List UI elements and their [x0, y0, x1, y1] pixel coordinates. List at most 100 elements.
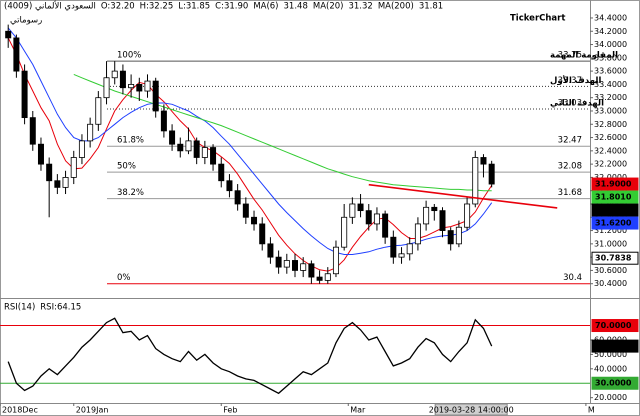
cursor-box [434, 403, 508, 416]
legend-name: MA(6) [253, 2, 278, 12]
candle-body [62, 177, 69, 188]
level-note: الهدف الثاني [550, 98, 604, 108]
legend-value: 31.48 [284, 2, 308, 12]
y-tick-label: 32.4000 [594, 146, 627, 155]
price-label: 31.9000 [595, 180, 632, 189]
price-label: 31.6200 [595, 219, 632, 228]
candle-body [488, 163, 495, 185]
candle-body [414, 223, 421, 245]
candle-body [5, 30, 12, 39]
y-tick-label: 40.0000 [594, 364, 627, 373]
cursor-label: 2019-03-28 14:00:00 [429, 406, 514, 415]
y-tick-label: 33.8000 [594, 53, 627, 62]
y-tick-label: 31.2000 [594, 226, 627, 235]
candle-body [382, 213, 389, 238]
y-tick-label: 34.4000 [594, 13, 627, 22]
price-label-box [591, 251, 639, 265]
legend-value: 31.32 [348, 2, 372, 12]
candle-body [464, 203, 471, 228]
legend-value: 31.81 [419, 2, 443, 12]
y-tick-label: 32.0000 [594, 173, 627, 182]
last-label: 55.7300 [595, 342, 632, 351]
y-tick-label: 32.8000 [594, 120, 627, 129]
level-ratio: 50% [117, 162, 136, 172]
level-value: 33.75 [558, 51, 582, 61]
y-tick-label: 30.4000 [594, 279, 627, 288]
candle-body [29, 117, 36, 145]
candle-body [308, 263, 315, 278]
candle-body [37, 143, 44, 165]
candle-body [357, 203, 364, 212]
level-value: 33.37 [558, 76, 582, 86]
candle-body [111, 70, 118, 79]
candle-body [480, 157, 487, 165]
candle-body [390, 236, 397, 258]
legend-name: MA(200) [378, 2, 414, 12]
ohlc: C:31.90 [215, 2, 248, 12]
candle-body [78, 140, 85, 158]
candle-body [201, 147, 208, 158]
price-label-box [591, 216, 639, 230]
level-value: 31.68 [558, 188, 582, 198]
ma-line [7, 37, 493, 272]
candle-body [373, 213, 380, 225]
rsi-line [7, 317, 493, 395]
candle-body [46, 163, 53, 182]
y-tick-label: 30.6000 [594, 266, 627, 275]
candle-body [87, 123, 94, 142]
candle-body [431, 206, 438, 212]
x-tick-label: Mar [350, 406, 366, 415]
price-label-box [591, 177, 639, 191]
candle-body [119, 70, 126, 89]
candle-body [54, 180, 61, 188]
candle-body [103, 77, 110, 99]
candle-body [160, 110, 167, 132]
watermark: رسوماتي [10, 16, 42, 26]
candle-body [283, 260, 290, 268]
level-label: 70.0000 [595, 321, 632, 330]
candle-body [439, 210, 446, 231]
symbol: (4009) السعودي الألماني [4, 1, 96, 12]
price-label-box [591, 190, 639, 204]
candle-body [185, 140, 192, 152]
y-tick-label: 33.0000 [594, 106, 627, 115]
candle-body [144, 80, 151, 92]
y-tick-label: 33.2000 [594, 93, 627, 102]
ma-line [73, 73, 492, 192]
candle-body [152, 80, 159, 112]
y-tick-label: 32.6000 [594, 133, 627, 142]
price-label-box [591, 203, 639, 217]
y-tick-label: 32.2000 [594, 160, 627, 169]
candle-body [455, 226, 462, 245]
indicator: RSI(14) [4, 303, 35, 313]
candle-body [365, 210, 372, 225]
trendline [368, 183, 558, 209]
candle-body [128, 84, 135, 89]
level-value: 30.4 [563, 273, 582, 283]
candle-body [70, 157, 77, 178]
level-ratio: 38.2% [117, 188, 144, 198]
x-tick-label: 2018Dec [2, 406, 38, 415]
ohlc: H:32.25 [140, 2, 174, 12]
candle-body [349, 203, 356, 218]
candle-body [291, 260, 298, 271]
candle-body [251, 216, 258, 225]
level-label-box [591, 319, 639, 333]
candle-body [275, 256, 282, 268]
y-tick-label: 50.0000 [594, 350, 627, 359]
y-tick-label: 33.4000 [594, 80, 627, 89]
candle-body [177, 143, 184, 152]
header-bg [1, 1, 441, 12]
candle-body [300, 263, 307, 271]
candle-body [95, 97, 102, 125]
candle-body [267, 243, 274, 258]
candle-body [218, 163, 225, 182]
level-value: 33.03 [558, 98, 582, 108]
candle-body [242, 203, 249, 218]
candle-body [193, 140, 200, 158]
x-tick-label: 2019Jan [76, 406, 109, 415]
last-label-box [591, 339, 639, 353]
candle-body [472, 157, 479, 205]
